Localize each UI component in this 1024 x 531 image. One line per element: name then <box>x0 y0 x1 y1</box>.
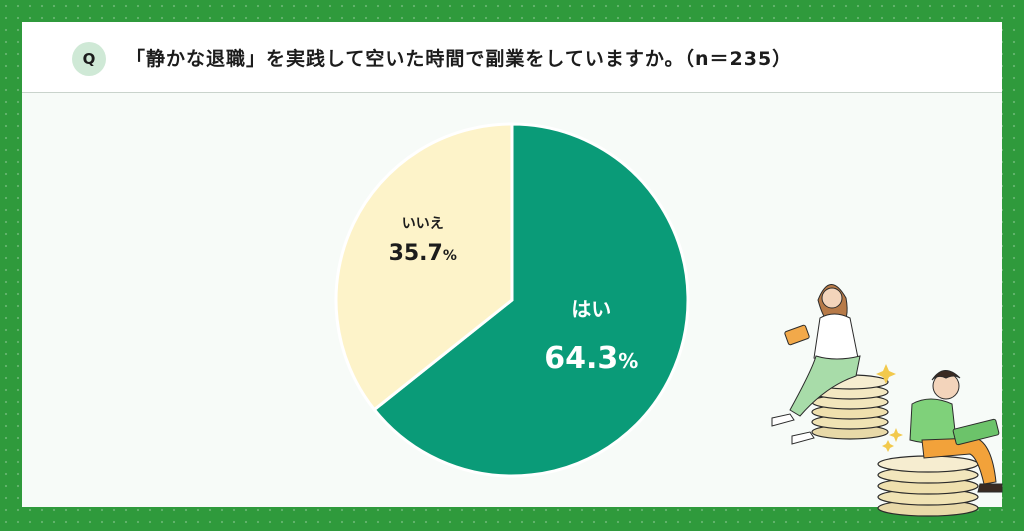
slice-percentage-label: 35.7% <box>389 241 457 266</box>
slice-category-label: はい <box>571 297 611 321</box>
pie-slices <box>334 122 690 478</box>
question-text: 「静かな退職」を実践して空いた時間で副業をしていますか。（n＝235） <box>126 48 793 70</box>
question-badge: Q <box>72 42 106 76</box>
coin-stack-woman-icon <box>811 374 889 440</box>
woman-with-tablet-icon <box>771 284 861 445</box>
pie-slice-no <box>334 122 514 412</box>
question-header: Q 「静かな退職」を実践して空いた時間で副業をしていますか。（n＝235） <box>22 22 1002 93</box>
slice-percentage-label: 64.3% <box>544 341 638 376</box>
sparkle-icon <box>876 364 903 452</box>
slice-category-label: いいえ <box>402 216 444 232</box>
pie-slice-yes <box>372 122 690 478</box>
man-with-laptop-icon <box>909 370 1003 493</box>
coin-stack-man-icon <box>877 455 979 517</box>
pie-labels: はい 64.3% いいえ 35.7% <box>389 216 639 376</box>
